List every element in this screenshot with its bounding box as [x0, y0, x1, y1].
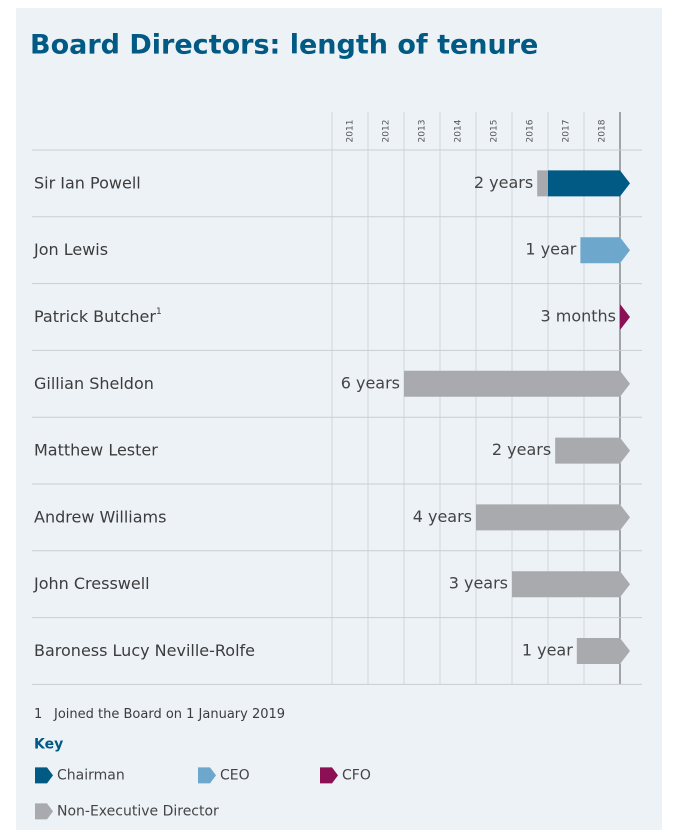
- row-name: Jon Lewis: [33, 240, 108, 259]
- footnote-text: Joined the Board on 1 January 2019: [53, 707, 285, 722]
- tenure-bar: [580, 237, 630, 264]
- name-text: John Cresswell: [33, 574, 150, 593]
- legend-title: Key: [34, 736, 63, 752]
- row-name: Sir Ian Powell: [34, 173, 141, 192]
- legend-label: Chairman: [57, 767, 125, 783]
- x-tick-label: 2014: [454, 119, 464, 142]
- legend-swatch: [198, 767, 216, 784]
- tenure-bar: [548, 170, 630, 197]
- name-text: Jon Lewis: [33, 240, 108, 259]
- row-name: John Cresswell: [33, 574, 150, 593]
- legend-swatch: [35, 767, 53, 784]
- legend-swatch: [320, 767, 338, 784]
- name-text: Gillian Sheldon: [34, 373, 154, 392]
- x-tick-label: 2012: [382, 120, 392, 143]
- legend-label: Non-Executive Director: [57, 803, 219, 819]
- row-name: Patrick Butcher1: [34, 307, 162, 326]
- row-name: Andrew Williams: [34, 507, 166, 526]
- name-text: Patrick Butcher: [34, 307, 156, 326]
- tenure-bar: [404, 370, 630, 397]
- row-name: Matthew Lester: [34, 440, 158, 459]
- tenure-label: 2 years: [474, 173, 533, 192]
- tenure-label: 3 years: [449, 574, 508, 593]
- x-tick-label: 2017: [562, 120, 572, 143]
- tenure-bar: [476, 504, 630, 531]
- tenure-bar: [576, 638, 630, 664]
- name-text: Andrew Williams: [34, 507, 166, 526]
- tenure-label: 3 months: [540, 307, 616, 326]
- name-text: Baroness Lucy Neville-Rolfe: [34, 641, 255, 660]
- x-tick-label: 2013: [418, 120, 428, 143]
- tenure-bar: [555, 437, 630, 464]
- tenure-bar: [620, 304, 630, 330]
- tenure-label: 4 years: [413, 507, 472, 526]
- x-tick-label: 2018: [598, 119, 608, 142]
- legend-label: CEO: [220, 767, 250, 783]
- legend-label: CFO: [342, 767, 371, 783]
- x-tick-label: 2016: [526, 119, 536, 142]
- x-tick-label: 2011: [346, 120, 356, 143]
- name-text: Sir Ian Powell: [34, 173, 141, 192]
- panel: [16, 8, 662, 830]
- footnote-marker: 1: [34, 707, 42, 722]
- tenure-bar: [537, 170, 548, 197]
- footnote-ref: 1: [156, 307, 162, 317]
- name-text: Matthew Lester: [34, 440, 158, 459]
- tenure-label: 2 years: [492, 440, 551, 459]
- row-name: Gillian Sheldon: [34, 373, 154, 392]
- tenure-label: 6 years: [341, 373, 400, 392]
- tenure-label: 1 year: [525, 240, 576, 259]
- x-tick-label: 2015: [490, 120, 500, 143]
- legend-swatch: [35, 803, 53, 820]
- chart-title: Board Directors: length of tenure: [30, 30, 538, 61]
- tenure-bar: [512, 571, 630, 598]
- row-name: Baroness Lucy Neville-Rolfe: [34, 641, 255, 660]
- tenure-label: 1 year: [522, 641, 573, 660]
